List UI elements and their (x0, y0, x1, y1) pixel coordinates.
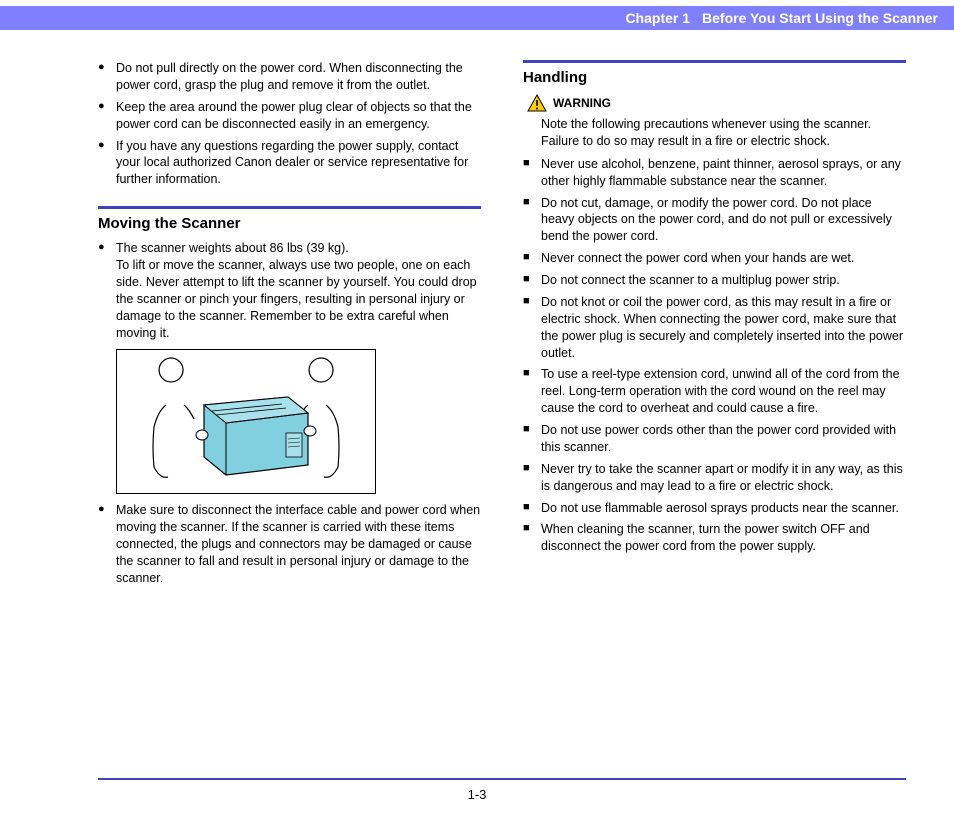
handling-bullet-list: Never use alcohol, benzene, paint thinne… (523, 156, 906, 555)
list-item: Make sure to disconnect the interface ca… (98, 502, 481, 586)
intro-bullet-list: Do not pull directly on the power cord. … (98, 60, 481, 188)
list-item: When cleaning the scanner, turn the powe… (523, 521, 906, 555)
list-item: Never try to take the scanner apart or m… (523, 461, 906, 495)
list-item: Never use alcohol, benzene, paint thinne… (523, 156, 906, 190)
section-divider (523, 60, 906, 63)
chapter-number: Chapter 1 (625, 10, 690, 26)
list-item: To use a reel-type extension cord, unwin… (523, 366, 906, 417)
scanner-carry-illustration (116, 349, 376, 494)
list-item: Never connect the power cord when your h… (523, 250, 906, 267)
warning-intro-text: Note the following precautions whenever … (541, 116, 906, 150)
chapter-header: Chapter 1 Before You Start Using the Sca… (0, 6, 954, 30)
list-item: Do not pull directly on the power cord. … (98, 60, 481, 94)
warning-icon (527, 94, 547, 112)
list-item: Do not knot or coil the power cord, as t… (523, 294, 906, 362)
warning-row: WARNING (527, 94, 906, 112)
list-item: Do not use flammable aerosol sprays prod… (523, 500, 906, 517)
list-item: Keep the area around the power plug clea… (98, 99, 481, 133)
list-item: Do not cut, damage, or modify the power … (523, 195, 906, 246)
right-column: Handling WARNING Note the following prec… (523, 60, 906, 592)
footer-divider (98, 778, 906, 780)
left-column: Do not pull directly on the power cord. … (98, 60, 481, 592)
chapter-title: Before You Start Using the Scanner (702, 10, 938, 26)
section-title-moving: Moving the Scanner (98, 215, 481, 232)
list-item: Do not use power cords other than the po… (523, 422, 906, 456)
page-content: Do not pull directly on the power cord. … (98, 60, 906, 592)
list-item: The scanner weights about 86 lbs (39 kg)… (98, 240, 481, 341)
moving-bullet-list-1: The scanner weights about 86 lbs (39 kg)… (98, 240, 481, 341)
moving-bullet-list-2: Make sure to disconnect the interface ca… (98, 502, 481, 586)
section-divider (98, 206, 481, 209)
page-number: 1-3 (0, 787, 954, 802)
warning-label: WARNING (553, 96, 611, 110)
list-item: Do not connect the scanner to a multiplu… (523, 272, 906, 289)
section-title-handling: Handling (523, 69, 906, 86)
list-item: If you have any questions regarding the … (98, 138, 481, 189)
